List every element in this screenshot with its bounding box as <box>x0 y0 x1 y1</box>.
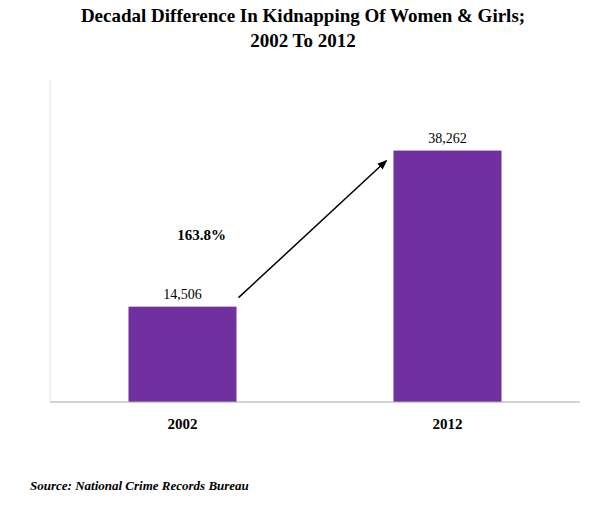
bar <box>394 151 502 402</box>
growth-arrow <box>239 161 387 298</box>
x-tick-label: 2002 <box>168 416 198 432</box>
bar <box>129 307 237 402</box>
data-label: 14,506 <box>163 287 202 302</box>
chart: Decadal Difference In Kidnapping Of Wome… <box>0 0 607 508</box>
annotation: 163.8% <box>177 227 226 243</box>
x-axis-line <box>50 402 580 403</box>
title-line: Decadal Difference In Kidnapping Of Wome… <box>81 5 525 26</box>
source: Source: National Crime Records Bureau <box>30 478 249 493</box>
bars <box>129 151 502 402</box>
data-label: 38,262 <box>428 131 467 146</box>
x-tick-label: 2012 <box>433 416 463 432</box>
title: Decadal Difference In Kidnapping Of Wome… <box>81 5 525 51</box>
y-axis-line <box>50 80 51 402</box>
title-line: 2002 To 2012 <box>250 30 356 51</box>
